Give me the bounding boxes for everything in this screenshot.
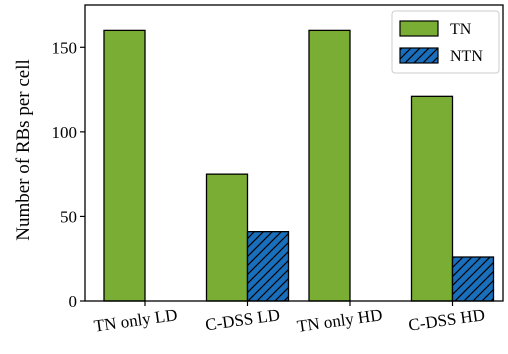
legend-swatch-tn bbox=[399, 20, 439, 37]
bar-tn-2 bbox=[308, 29, 351, 302]
bar-tn-3 bbox=[410, 95, 454, 302]
bar-tn-1 bbox=[205, 173, 249, 302]
bar-ntn-3 bbox=[451, 256, 495, 302]
legend: TN NTN bbox=[391, 10, 500, 74]
x-tick-label: C-DSS HD bbox=[407, 305, 486, 335]
y-tick-label: 0 bbox=[69, 292, 78, 311]
y-ticks: 0 50 100 150 bbox=[52, 38, 85, 311]
y-tick-label: 100 bbox=[52, 123, 78, 142]
y-tick-label: 50 bbox=[60, 207, 77, 226]
y-axis-label: Number of RBs per cell bbox=[13, 59, 34, 241]
plot-frame bbox=[84, 4, 504, 302]
legend-label-ntn: NTN bbox=[450, 48, 483, 65]
x-tick-label: C-DSS LD bbox=[204, 305, 281, 334]
x-tick-label: TN only HD bbox=[296, 305, 384, 336]
bar-tn-0 bbox=[103, 29, 146, 302]
x-tick-label: TN only LD bbox=[93, 305, 179, 336]
legend-frame bbox=[391, 10, 500, 74]
legend-swatch-ntn bbox=[399, 47, 439, 64]
x-ticks: TN only LD C-DSS LD TN only HD C-DSS HD bbox=[93, 301, 486, 336]
bar-ntn-1 bbox=[246, 231, 290, 302]
legend-label-tn: TN bbox=[450, 21, 472, 38]
y-tick-label: 150 bbox=[52, 38, 78, 57]
